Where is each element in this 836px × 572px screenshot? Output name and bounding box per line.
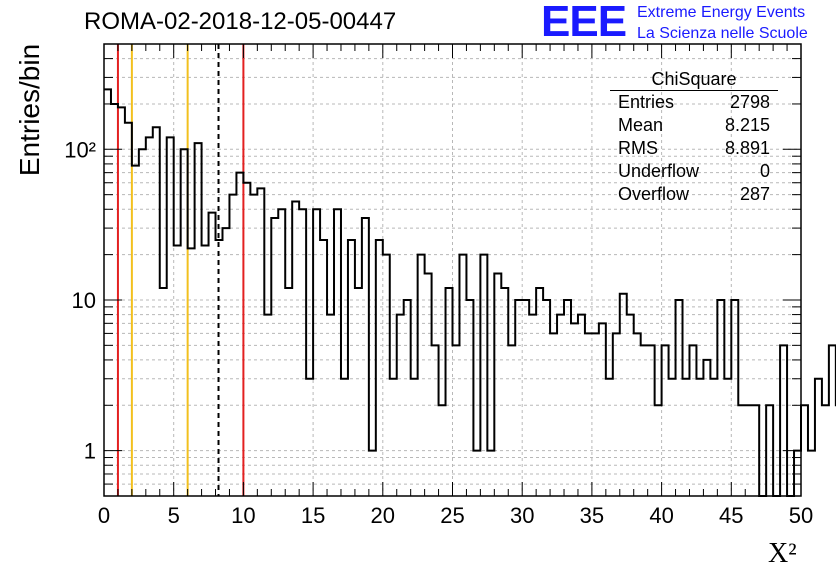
x-axis-label: X² [768, 538, 797, 569]
stats-value: 287 [739, 184, 770, 204]
x-tick-label: 40 [649, 503, 673, 528]
x-tick-label: 15 [301, 503, 325, 528]
logo-line-2: La Scienza nelle Scuole [637, 25, 808, 42]
stats-label: Entries [618, 92, 675, 112]
stats-value: 0 [759, 161, 770, 181]
stats-row-overflow: Overflow 287 [610, 183, 778, 206]
stats-row-entries: Entries 2798 [610, 91, 778, 114]
y-axis-label: Entries/bin [14, 43, 45, 177]
stats-value: 2798 [729, 92, 770, 112]
logo-line-1: Extreme Energy Events [637, 4, 806, 21]
stats-label: Mean [618, 115, 664, 135]
y-tick-label: 10² [64, 137, 96, 162]
x-tick-label: 20 [371, 503, 395, 528]
x-tick-label: 50 [789, 503, 813, 528]
axis-ticks [103, 43, 802, 497]
grid [103, 43, 802, 497]
stats-label: Underflow [618, 161, 700, 181]
y-tick-label: 1 [84, 439, 96, 464]
x-tick-label: 0 [98, 503, 110, 528]
stats-value: 8.891 [724, 138, 770, 158]
run-title: ROMA-02-2018-12-05-00447 [84, 8, 397, 35]
stats-row-underflow: Underflow 0 [610, 160, 778, 183]
reference-lines [116, 44, 245, 496]
stats-row-rms: RMS 8.891 [610, 137, 778, 160]
x-tick-label: 5 [168, 503, 180, 528]
x-tick-label: 25 [440, 503, 464, 528]
tick-labels: 0 5 10 15 20 25 30 35 40 45 50 1 10 10² [64, 137, 813, 528]
stats-value: 8.215 [724, 115, 770, 135]
stats-title: ChiSquare [610, 68, 778, 91]
eee-logo: EEE [541, 0, 627, 46]
x-tick-label: 30 [510, 503, 534, 528]
y-tick-label: 10 [72, 288, 96, 313]
x-tick-label: 35 [580, 503, 604, 528]
x-tick-label: 10 [231, 503, 255, 528]
stats-label: Overflow [618, 184, 690, 204]
histogram-line [104, 88, 836, 497]
stats-row-mean: Mean 8.215 [610, 114, 778, 137]
x-tick-label: 45 [719, 503, 743, 528]
stats-label: RMS [618, 138, 658, 158]
stats-box: ChiSquare Entries 2798 Mean 8.215 RMS 8.… [610, 68, 778, 206]
